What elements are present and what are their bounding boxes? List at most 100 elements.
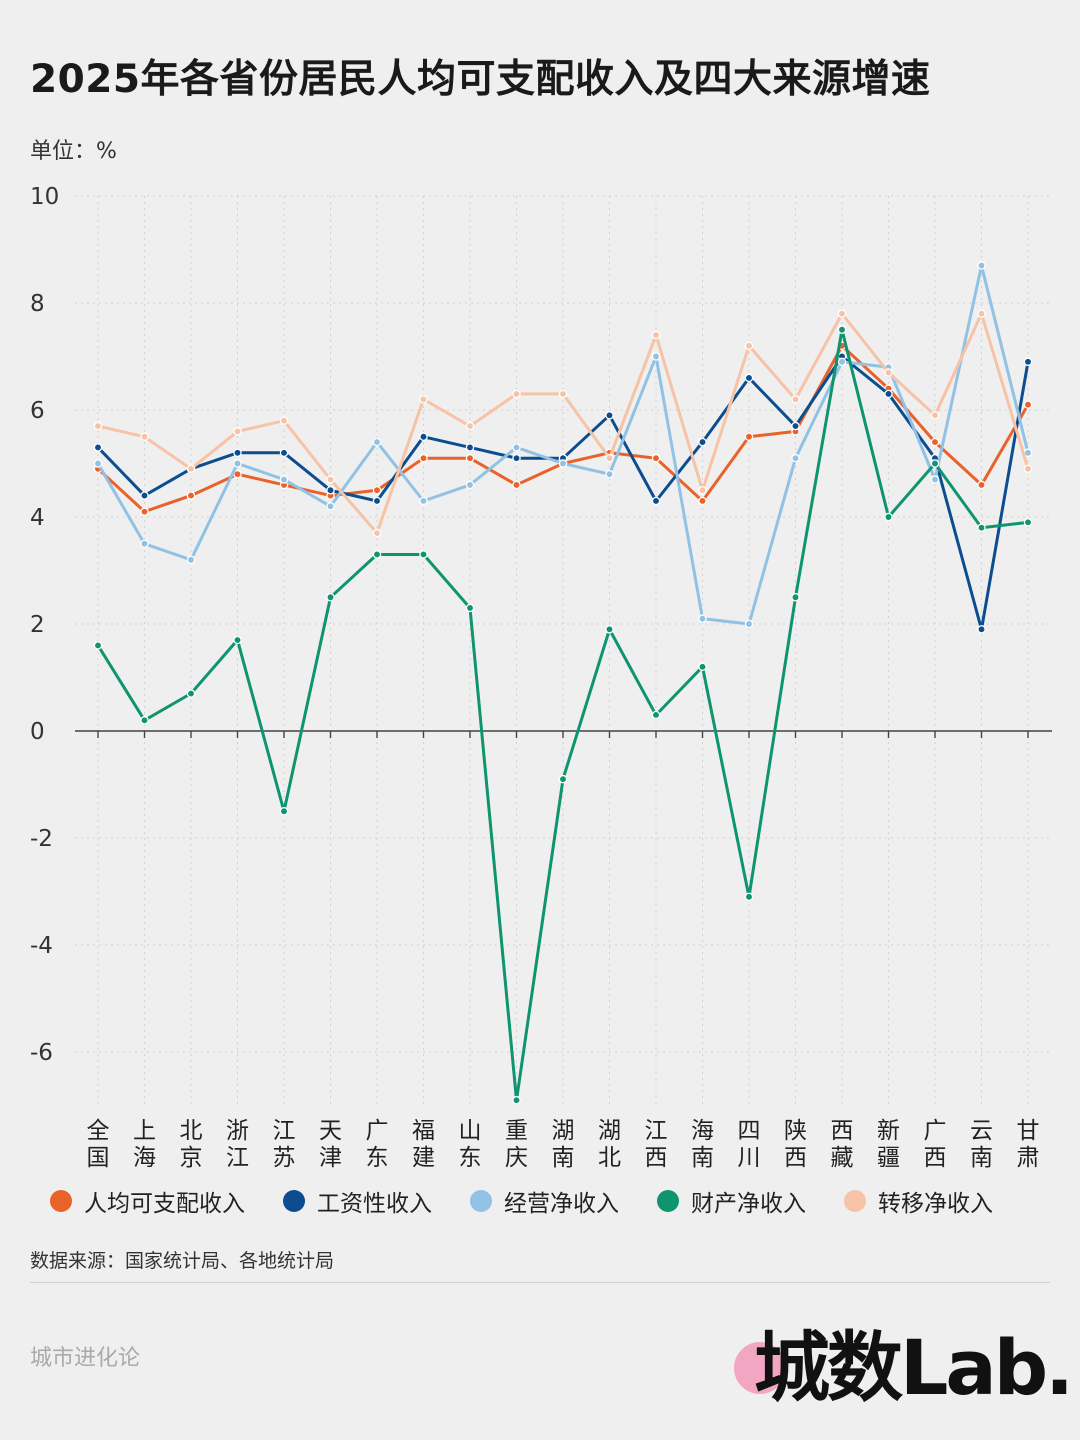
data-point	[744, 432, 754, 441]
data-point	[186, 555, 196, 565]
data-point	[651, 330, 661, 340]
x-category-label: 新疆	[877, 1118, 900, 1171]
data-point	[419, 395, 428, 404]
data-point	[930, 475, 940, 484]
data-point	[512, 453, 521, 463]
data-point	[698, 496, 707, 506]
data-point	[558, 389, 568, 399]
x-category-label: 福建	[412, 1118, 435, 1171]
data-point	[791, 421, 800, 431]
data-point	[372, 550, 382, 559]
data-point	[605, 453, 614, 463]
logo-text: 城数Lab.	[754, 1323, 1074, 1412]
series-2	[93, 261, 1033, 629]
data-point	[140, 432, 149, 441]
data-point	[791, 593, 800, 602]
logo: 城数Lab.	[734, 1300, 1074, 1412]
series-1	[93, 352, 1033, 634]
footer-brand: 城市进化论	[30, 1346, 141, 1371]
data-point	[698, 614, 707, 623]
x-category-label: 广东	[366, 1118, 389, 1171]
data-point	[233, 448, 242, 458]
data-point	[744, 341, 754, 351]
x-category-label: 湖南	[552, 1118, 575, 1171]
y-tick-label: -2	[30, 826, 53, 852]
x-category-label: 上海	[133, 1118, 156, 1171]
legend-label: 人均可支配收入	[84, 1191, 245, 1217]
data-point	[651, 352, 661, 361]
series-4	[93, 309, 1033, 538]
data-point	[233, 459, 242, 468]
data-point	[884, 368, 893, 377]
data-point	[1023, 518, 1033, 527]
legend-label: 财产净收入	[691, 1191, 806, 1217]
data-point	[186, 491, 196, 500]
y-tick-label: -6	[30, 1040, 53, 1066]
x-category-label: 甘肃	[1017, 1118, 1040, 1171]
x-category-label: 重庆	[505, 1118, 528, 1171]
data-point	[372, 437, 382, 447]
data-point	[977, 309, 986, 318]
legend-item: 转移净收入	[844, 1184, 993, 1218]
x-category-label: 江苏	[273, 1118, 296, 1171]
x-category-label: 四川	[738, 1118, 761, 1171]
data-point	[140, 539, 149, 549]
chart-title: 2025年各省份居民人均可支配收入及四大来源增速	[30, 57, 931, 102]
y-tick-label: 2	[30, 612, 45, 638]
line-chart: 10 8 6 4 2 0 -2 -4 -6 全国上海北京浙江江苏天津广东福建山东重庆湖南湖北江西…	[30, 184, 1052, 1171]
legend-swatch	[283, 1190, 305, 1212]
legend-swatch	[844, 1190, 866, 1212]
y-tick-label: 10	[30, 184, 59, 210]
data-point	[651, 496, 661, 506]
axes: 10 8 6 4 2 0 -2 -4 -6	[30, 184, 1052, 1066]
data-point	[93, 459, 103, 468]
data-point	[744, 373, 754, 383]
x-category-label: 天津	[319, 1118, 342, 1171]
data-point	[233, 427, 242, 436]
data-point	[465, 603, 475, 613]
data-point	[698, 662, 707, 672]
unit-label: 单位：%	[30, 139, 117, 164]
data-point	[930, 459, 940, 468]
data-point	[140, 491, 149, 500]
data-point	[419, 496, 428, 506]
grid	[75, 195, 1052, 1106]
legend-item: 经营净收入	[470, 1184, 619, 1218]
data-point	[233, 635, 242, 645]
data-point	[651, 453, 661, 463]
data-point	[977, 261, 986, 270]
data-point	[1023, 464, 1033, 474]
legend-item: 工资性收入	[283, 1184, 432, 1218]
x-category-label: 海南	[691, 1118, 714, 1171]
legend-swatch	[50, 1190, 72, 1212]
data-point	[372, 496, 382, 506]
data-point	[279, 416, 289, 425]
x-category-label: 湖北	[598, 1118, 621, 1171]
data-point	[186, 689, 196, 698]
data-point	[605, 469, 614, 479]
data-point	[1023, 400, 1033, 409]
data-point	[930, 411, 940, 420]
data-point	[977, 625, 986, 634]
data-point	[698, 437, 707, 447]
data-point	[279, 807, 289, 816]
x-category-label: 全国	[87, 1118, 110, 1171]
x-category-label: 西藏	[831, 1118, 854, 1171]
y-tick-label: -4	[30, 933, 53, 959]
y-tick-label: 0	[30, 719, 45, 745]
series-3	[93, 325, 1033, 1105]
data-point	[558, 459, 568, 468]
data-point	[512, 443, 521, 452]
data-point	[1023, 357, 1033, 367]
data-point	[884, 512, 893, 522]
data-point	[744, 619, 754, 629]
data-point	[419, 550, 428, 559]
legend-label: 经营净收入	[504, 1191, 619, 1217]
data-point	[791, 395, 800, 404]
y-tick-label: 4	[30, 505, 45, 531]
series-line	[96, 328, 1030, 1102]
data-point	[512, 480, 521, 490]
legend: 人均可支配收入 工资性收入 经营净收入 财产净收入 转移净收入	[50, 1184, 1031, 1218]
x-category-label: 浙江	[226, 1118, 249, 1171]
data-point	[465, 443, 475, 452]
